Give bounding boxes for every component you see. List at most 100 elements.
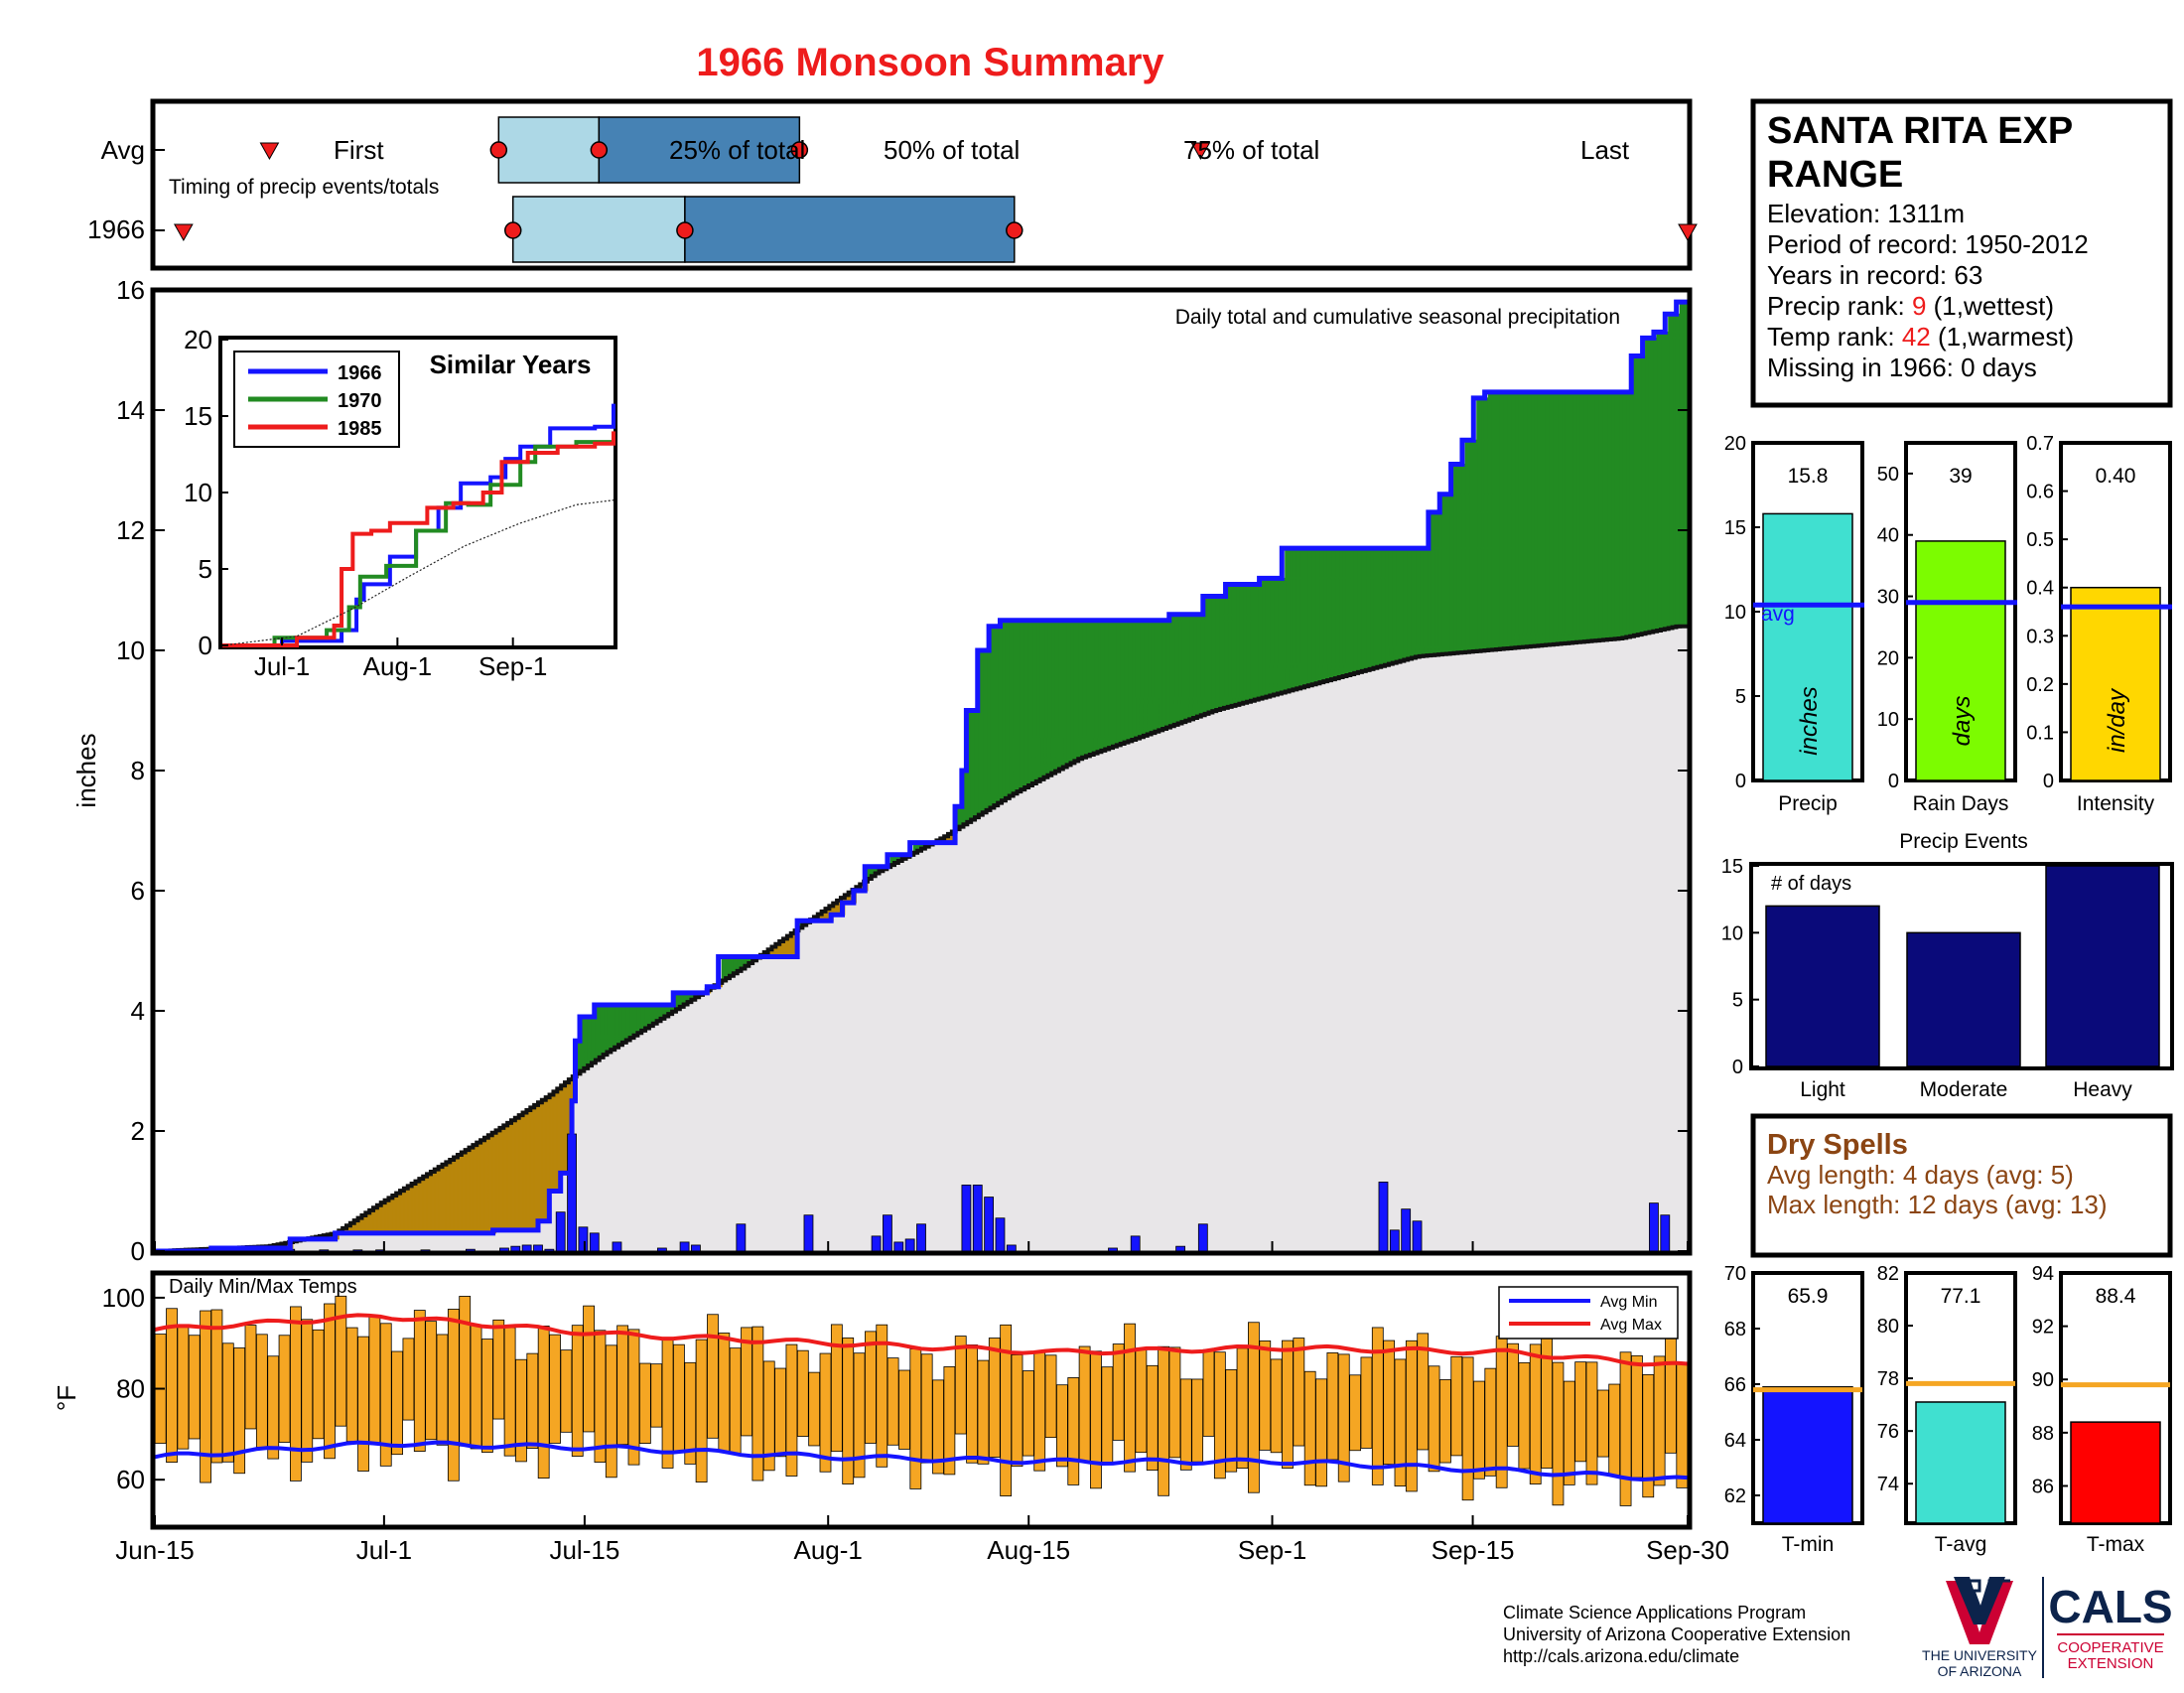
daily-temp-bar [876, 1324, 888, 1468]
daily-precip-bar [972, 1185, 983, 1252]
temp-summary-ytick-label: 88 [2032, 1423, 2054, 1445]
temp-summary-ytick-label: 80 [1877, 1316, 1899, 1338]
daily-precip-bar [1378, 1182, 1389, 1252]
timing-marker-q50-avg [590, 141, 609, 159]
q50-label: 50% of total [884, 135, 1020, 165]
daily-temp-bar [1552, 1361, 1565, 1506]
temp-summary-label: T-min [1782, 1533, 1835, 1556]
daily-temp-bar [1056, 1384, 1068, 1468]
daily-temp-bar [1202, 1348, 1215, 1437]
inset-ytick-label: 5 [199, 554, 212, 584]
q25-label: 25% of total [669, 135, 805, 165]
daily-temp-bar [278, 1335, 291, 1443]
temp-summary-ytick-label: 70 [1724, 1263, 1746, 1285]
daily-temp-bar [1179, 1378, 1192, 1471]
daily-precip-bar [555, 1211, 566, 1252]
daily-temp-bar [1541, 1331, 1553, 1469]
daily-temp-bar [842, 1337, 855, 1484]
daily-temp-bar [244, 1325, 257, 1430]
events-bar-moderate [1906, 931, 2021, 1067]
temp-legend [1498, 1286, 1679, 1340]
daily-temp-bar [436, 1334, 449, 1446]
daily-temp-bar [1033, 1350, 1046, 1472]
daily-temp-bar [785, 1343, 798, 1477]
events-ytick-label: 15 [1721, 856, 1743, 878]
legend-label-avg-max: Avg Max [1600, 1317, 1662, 1334]
daily-temp-bar [661, 1337, 674, 1469]
date-axis-label: Sep-15 [1432, 1535, 1515, 1565]
timing-last-avg-marker [1190, 142, 1211, 161]
daily-temp-bar [1259, 1340, 1272, 1451]
temp-chart: 60 80 100 Daily Min/Max Temps °F Avg Min A… [52, 1270, 1693, 1530]
first-label: First [334, 135, 384, 165]
daily-precip-bar [589, 1232, 600, 1252]
daily-precip-bar [883, 1214, 892, 1252]
legend-label-1970: 1970 [338, 390, 382, 412]
daily-temp-bar [1653, 1355, 1666, 1486]
ua-logo-line-2: OF ARIZONA [1938, 1663, 2022, 1679]
timing-marker-q25-1966 [503, 221, 522, 239]
daily-temp-bar [425, 1321, 438, 1441]
station-frame [1750, 98, 2173, 408]
dry-spells-max-length: Max length: 12 days (avg: 13) [1767, 1190, 2108, 1219]
similar-years-inset: 0 5 10 15 20 Jul-1 Aug-1 Sep-1 Similar Years 19… [184, 325, 617, 681]
dry-spells-box: Dry Spells Avg length: 4 days (avg: 5) M… [1750, 1113, 2173, 1258]
daily-temp-bar [1011, 1353, 1024, 1468]
timing-marker-q75-avg [790, 141, 809, 159]
daily-precip-bar [893, 1241, 904, 1252]
events-ytick-label: 5 [1732, 990, 1743, 1012]
daily-temp-bar [627, 1329, 640, 1466]
temp-summary-ytick-label: 86 [2032, 1476, 2054, 1497]
station-info-line: Temp rank: 42 (1,warmest) [1767, 322, 2074, 352]
temp-summary-ytick-label: 92 [2032, 1317, 2054, 1339]
inset-ytick-label: 10 [184, 478, 212, 507]
daily-precip-bar [691, 1244, 701, 1252]
summary-unit: days [1949, 696, 1976, 747]
daily-precip-bar [871, 1235, 882, 1252]
timing-row-avg-label: Avg [101, 135, 145, 165]
summary-ytick-label: 10 [1724, 602, 1746, 624]
daily-temp-bar [718, 1333, 731, 1452]
summary-ytick-label: 0 [1735, 771, 1746, 792]
daily-precip-bar [1197, 1223, 1208, 1252]
ua-logo-line-1: THE UNIVERSITY [1922, 1647, 2038, 1663]
summary-unit: in/day [2104, 687, 2130, 753]
daily-temp-bar [549, 1334, 561, 1444]
temp-ylabel: °F [52, 1385, 81, 1411]
daily-precip-bar [533, 1244, 543, 1252]
daily-temp-bar [447, 1309, 460, 1481]
temp-summary-ytick-label: 62 [1724, 1485, 1746, 1507]
date-axis-label: Jun-15 [115, 1535, 195, 1565]
avg-min-temp-line [154, 1440, 1689, 1482]
inset-ytick-label: 0 [199, 631, 212, 660]
daily-temp-bar [1158, 1345, 1169, 1496]
daily-temp-bar [819, 1352, 832, 1473]
temp-summary-label: T-max [2087, 1533, 2145, 1556]
daily-temp-bar [1495, 1336, 1508, 1488]
precip-ytick-label: 4 [131, 996, 145, 1026]
daily-temp-bar [1631, 1354, 1643, 1479]
daily-temp-bar [1112, 1343, 1125, 1441]
temp-summary-bar-t-avg [1915, 1401, 2006, 1524]
daily-temp-bar [616, 1325, 629, 1446]
temp-summary-ytick-label: 78 [1877, 1368, 1899, 1390]
ua-logo-outline [1959, 1579, 2010, 1625]
daily-temp-bar [267, 1355, 280, 1460]
ua-logo: THE UNIVERSITY OF ARIZONA [1922, 1577, 2038, 1679]
precip-events-chart: Precip Events Light Moderate Heavy 0 5 10 15 #… [1721, 830, 2174, 1101]
temp-summary-ytick-label: 94 [2032, 1263, 2054, 1285]
daily-temp-bar [673, 1343, 685, 1454]
avg-max-temp-line [154, 1313, 1689, 1367]
daily-precip-bar [1175, 1245, 1186, 1252]
daily-temp-bar [1236, 1347, 1249, 1470]
daily-precip-bar [916, 1223, 926, 1252]
ua-logo-mark-blue [1954, 1577, 2005, 1624]
summary-ytick-label: 0.2 [2026, 674, 2054, 696]
temp-summary-ytick-label: 68 [1724, 1319, 1746, 1340]
precip-ytick-label: 8 [131, 756, 145, 785]
daily-temp-bar [898, 1369, 910, 1450]
date-axis-label: Aug-15 [987, 1535, 1070, 1565]
daily-temp-bar [729, 1347, 742, 1455]
cals-logo-text: CALS [2048, 1581, 2172, 1632]
daily-precip-bar [1006, 1244, 1017, 1252]
